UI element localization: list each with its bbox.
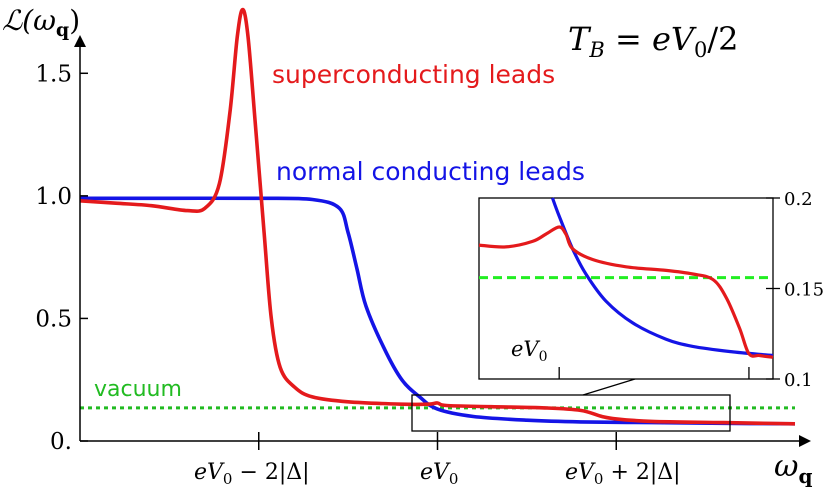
y-axis-label: ℒ(ωq) bbox=[2, 4, 80, 41]
y-tick-label-0-5: 0.5 bbox=[35, 306, 72, 332]
inset-ticks: 0.2 0.15 0.1 bbox=[558, 189, 824, 391]
main-ticks: 0. 0.5 1.0 1.5 bbox=[35, 61, 617, 455]
x-axis-label: ωq bbox=[774, 449, 812, 488]
inset-y-tick-label-0-15: 0.15 bbox=[784, 280, 824, 301]
inset-frame bbox=[478, 197, 774, 380]
inset-plot-lines bbox=[478, 197, 774, 359]
zoom-connector bbox=[582, 378, 636, 396]
legend-superconducting: superconducting leads bbox=[272, 60, 555, 89]
series-line-normal-conducting-leads bbox=[79, 196, 796, 426]
legend-normal: normal conducting leads bbox=[276, 157, 585, 186]
inset-y-tick-label-0-2: 0.2 bbox=[784, 189, 813, 210]
inset-x-tick-label: eV0 bbox=[511, 337, 548, 365]
y-tick-label-0: 0. bbox=[50, 429, 72, 455]
y-tick-label-1-0: 1.0 bbox=[35, 184, 72, 210]
series-line-superconducting-leads bbox=[79, 7, 796, 426]
y-tick-label-1-5: 1.5 bbox=[35, 61, 72, 87]
x-tick-label-plus: eV0 + 2|Δ| bbox=[565, 460, 681, 488]
chart-title: TB = eV0/2 bbox=[568, 20, 739, 62]
main-plot-lines bbox=[79, 7, 796, 426]
x-tick-label-center: eV0 bbox=[420, 460, 458, 488]
x-tick-label-minus: eV0 − 2|Δ| bbox=[194, 460, 310, 488]
inset-y-tick-label-0-1: 0.1 bbox=[784, 370, 813, 391]
legend-vacuum: vacuum bbox=[94, 377, 182, 402]
inset-series-line-superconducting-leads bbox=[478, 225, 774, 359]
zoom-region-box bbox=[411, 394, 731, 432]
